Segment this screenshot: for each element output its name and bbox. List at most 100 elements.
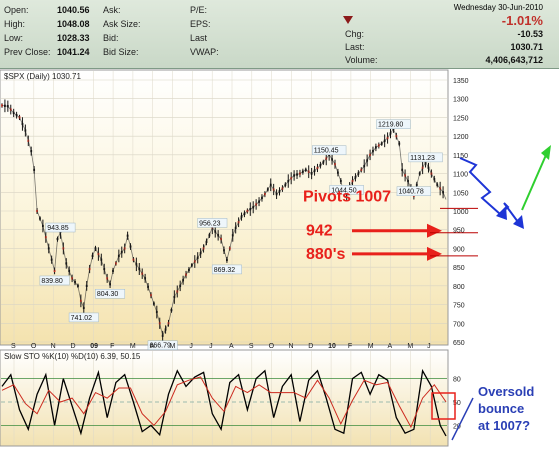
note-line-3: at 1007? — [478, 418, 530, 433]
annotation-label: 869.32 — [214, 267, 236, 274]
price-y-tick-label: 1050 — [453, 190, 469, 197]
annotation-box — [376, 119, 411, 129]
x-tick-label: M — [368, 343, 374, 350]
x-tick-label: A — [229, 343, 234, 350]
price-panel — [0, 69, 449, 346]
annotation-box — [396, 186, 432, 196]
x-tick-label: F — [348, 343, 352, 350]
x-tick-label: J — [209, 343, 213, 350]
price-y-tick-label: 1250 — [453, 115, 469, 122]
annotation-box — [147, 340, 178, 350]
sto-chart-title: Slow STO %K(10) %D(10) 6.39, 50.15 — [4, 352, 141, 361]
price-candle-body — [1, 104, 3, 107]
oversold-highlight-box — [431, 392, 456, 420]
forecast-up-path — [521, 154, 547, 211]
x-tick-label: F — [110, 343, 114, 350]
annotation-label: 1044.50 — [331, 187, 356, 194]
price-chart-title: $SPX (Daily) 1030.71 — [4, 72, 81, 81]
volume-label: Volume: — [345, 55, 378, 65]
price-y-tick-label: 1300 — [453, 97, 469, 104]
annotation-label: 956.23 — [199, 220, 221, 227]
pivot-arrowhead — [427, 223, 442, 238]
last-price-label: Last: — [345, 42, 365, 52]
price-y-tick-label: 650 — [453, 340, 465, 347]
annotation-box — [211, 264, 242, 275]
pivot-label: Pivots 1007 — [303, 188, 391, 205]
annotation-box — [329, 185, 364, 195]
high-label: High: — [4, 19, 26, 29]
note-line-1: Oversold — [478, 384, 534, 399]
x-tick-label: N — [288, 343, 293, 350]
pivot-label: 942 — [306, 223, 333, 240]
annotation-box — [197, 218, 228, 228]
annotation-label: 804.30 — [97, 291, 119, 298]
annotation-box — [312, 145, 347, 155]
note-line-2: bounce — [478, 401, 524, 416]
bid-label: Bid: — [103, 33, 119, 43]
price-y-tick-label: 900 — [453, 246, 465, 253]
pivot-arrowhead — [427, 246, 442, 261]
price-y-tick-label: 1150 — [453, 153, 468, 160]
last-price-value: 1030.71 — [510, 42, 543, 52]
ask-label: Ask: — [103, 5, 121, 15]
change-percent: -1.01% — [501, 13, 543, 28]
low-value: 1028.33 — [57, 33, 90, 43]
price-y-tick-label: 1100 — [453, 172, 468, 179]
price-y-tick-label: 1000 — [453, 209, 469, 216]
x-tick-label: S — [249, 343, 254, 350]
price-y-tick-label: 850 — [453, 265, 465, 272]
x-tick-label: M — [407, 343, 413, 350]
note-pointer-line — [451, 397, 474, 441]
last-label: Last — [190, 33, 208, 43]
sto-y-tick-label: 50 — [453, 400, 461, 407]
x-tick-label: N — [51, 343, 56, 350]
annotation-box — [39, 275, 70, 286]
stochastic-panel — [0, 349, 449, 447]
annotation-label: 741.02 — [71, 315, 93, 322]
x-tick-label: M — [130, 343, 136, 350]
ask-size-label: Ask Size: — [103, 19, 141, 29]
prev-close-value: 1041.24 — [57, 47, 90, 57]
pivot-label: 880's — [306, 246, 346, 263]
sto-y-tick-label: 80 — [453, 377, 461, 384]
annotation-box — [95, 288, 126, 299]
x-tick-label: D — [70, 343, 75, 350]
eps-label: EPS: — [190, 19, 211, 29]
forecast-bounce-arrowhead — [513, 215, 524, 229]
x-tick-label: D — [308, 343, 313, 350]
sto-d-line — [1, 376, 447, 429]
forecast-up-arrowhead — [541, 145, 551, 160]
annotation-label: 1131.23 — [410, 155, 435, 162]
x-tick-label: A — [388, 343, 393, 350]
chg-label: Chg: — [345, 29, 365, 39]
x-tick-label: O — [269, 343, 275, 350]
quote-panel: Open: 1040.56 High: 1048.08 Low: 1028.33… — [0, 0, 559, 69]
vwap-label: VWAP: — [190, 47, 219, 57]
price-y-tick-label: 750 — [453, 303, 465, 310]
price-y-tick-label: 1200 — [453, 134, 469, 141]
sto-y-tick-label: 20 — [453, 423, 461, 430]
price-y-tick-label: 700 — [453, 321, 465, 328]
annotation-label: 943.85 — [47, 225, 69, 232]
annotation-label: 1040.78 — [398, 189, 423, 196]
low-label: Low: — [4, 33, 24, 43]
prev-close-label: Prev Close: — [4, 47, 51, 57]
down-triangle-icon — [343, 16, 353, 24]
x-tick-label: A — [150, 343, 155, 350]
x-tick-label: J — [189, 343, 193, 350]
annotation-label: 1150.45 — [314, 148, 339, 155]
x-tick-label: 09 — [90, 343, 98, 350]
volume-value: 4,406,643,712 — [485, 55, 543, 65]
x-tick-label: S — [11, 343, 16, 350]
chg-value: -10.53 — [517, 29, 543, 39]
high-value: 1048.08 — [57, 19, 90, 29]
annotation-box — [68, 312, 99, 323]
forecast-down-path — [459, 157, 501, 215]
annotation-label: 666.79 — [149, 343, 171, 350]
forecast-bounce-path — [499, 202, 519, 223]
open-label: Open: — [4, 5, 29, 15]
date-text: Wednesday 30-Jun-2010 — [453, 3, 543, 12]
annotation-box — [45, 222, 76, 233]
x-tick-label: 10 — [328, 343, 336, 350]
